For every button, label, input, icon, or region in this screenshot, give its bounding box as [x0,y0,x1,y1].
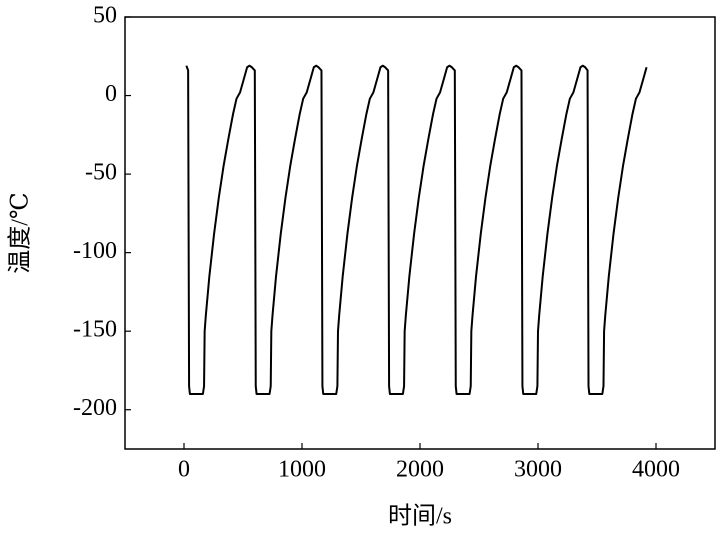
data-line [185,64,648,396]
x-tick-label: 0 [178,457,190,483]
y-tick-label: -50 [85,160,117,186]
y-tick-label: -150 [73,317,117,343]
y-tick-label: 0 [105,81,117,107]
y-tick-label: -200 [73,395,117,421]
x-tick-label: 2000 [396,457,444,483]
x-axis-label: 时间/s [388,503,452,530]
x-tick-label: 4000 [632,457,680,483]
y-tick-label: 50 [93,3,117,29]
y-tick-label: -100 [73,238,117,264]
x-tick-label: 3000 [514,457,562,483]
y-axis-label: 温度/℃ [7,192,34,274]
x-tick-label: 1000 [278,457,326,483]
